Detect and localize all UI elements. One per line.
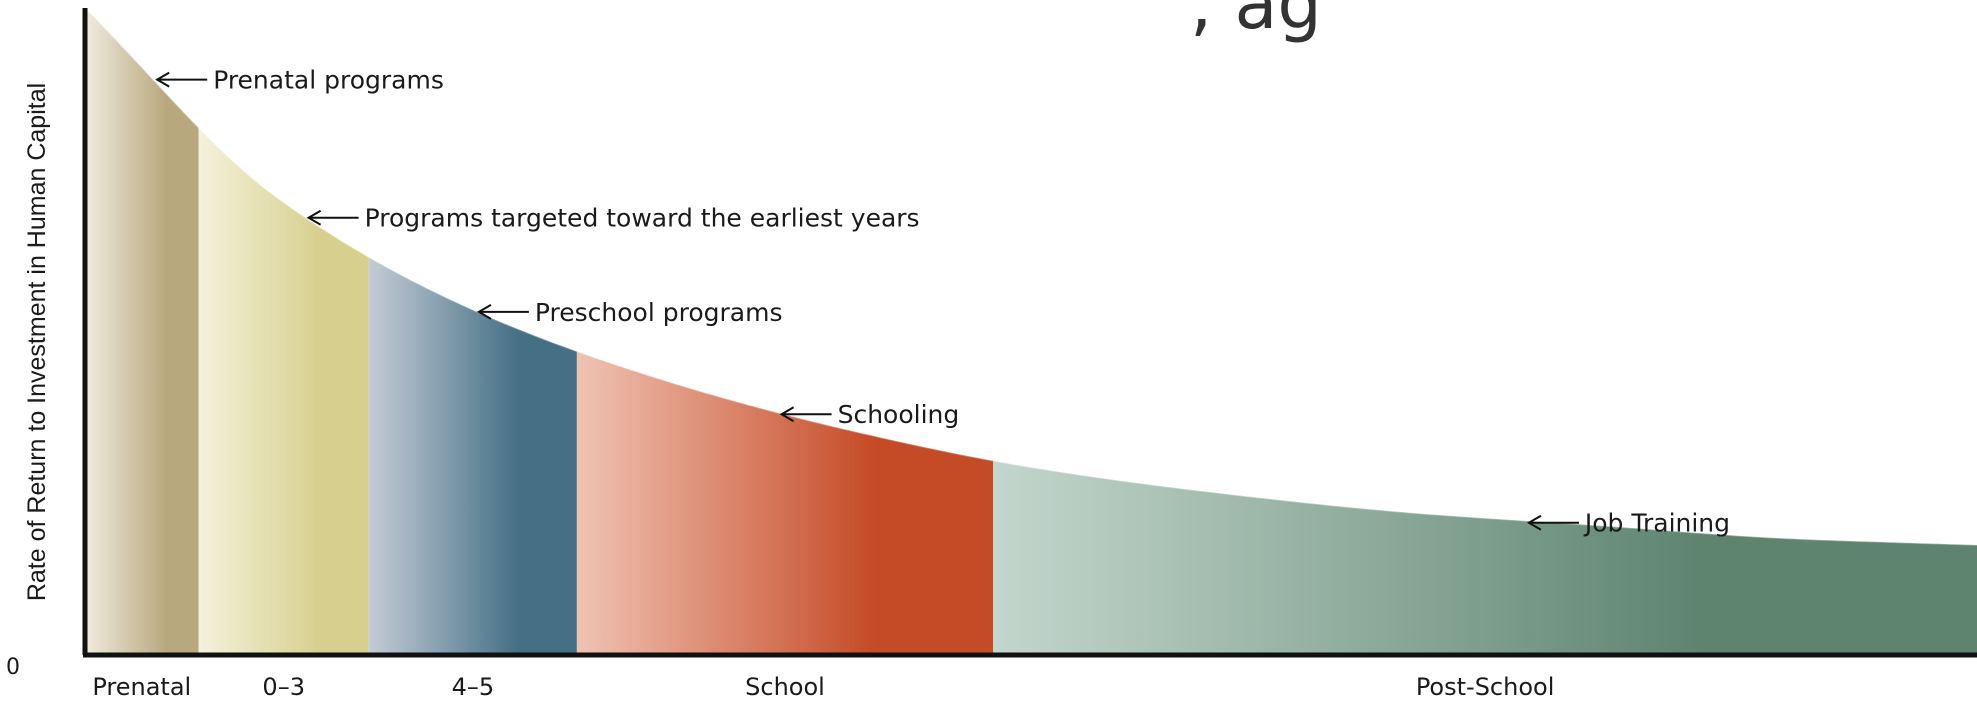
annotation-arrow-head-0: [155, 71, 170, 88]
category-label-0: Prenatal: [92, 673, 191, 701]
y-axis-label: Rate of Return to Investment in Human Ca…: [23, 83, 51, 601]
annotation-arrow-head-3: [779, 406, 795, 423]
category-label-4: Post-School: [1416, 673, 1555, 701]
labels-layer: , ag Rate of Return to Investment in Hum…: [6, 0, 1322, 680]
category-label-3: School: [745, 673, 825, 701]
annotation-label-0: Prenatal programs: [213, 66, 444, 95]
axes-layer: [82, 8, 1977, 658]
segment-1: [198, 127, 369, 656]
segment-0: [85, 8, 199, 655]
annotation-arrow-head-4: [1526, 514, 1542, 531]
annotation-label-1: Programs targeted toward the earliest ye…: [365, 204, 920, 233]
annotation-0: Prenatal programs: [155, 66, 444, 95]
annotations-layer: Prenatal programs Programs targeted towar…: [155, 66, 1730, 538]
category-label-2: 4–5: [452, 673, 495, 701]
annotation-label-3: Schooling: [838, 400, 960, 429]
annotation-arrow-head-1: [306, 209, 322, 226]
annotation-label-2: Preschool programs: [535, 298, 783, 327]
y-zero-label: 0: [6, 655, 20, 680]
category-label-1: 0–3: [262, 673, 305, 701]
annotation-arrow-head-2: [476, 304, 492, 320]
chart-title-fragment: , ag: [1190, 0, 1322, 45]
segments-layer: [84, 7, 1977, 656]
return-curve: [84, 7, 1977, 546]
annotation-4: Job Training: [1526, 509, 1730, 538]
categories-layer: Prenatal 0–3 4–5 School Post-School: [92, 673, 1554, 701]
annotation-3: Schooling: [779, 400, 960, 429]
segment-3: [576, 351, 994, 655]
segment-4: [993, 460, 1977, 655]
segment-2: [368, 257, 577, 655]
annotation-2: Preschool programs: [476, 298, 783, 327]
annotation-label-4: Job Training: [1583, 509, 1730, 538]
annotation-1: Programs targeted toward the earliest ye…: [306, 204, 920, 233]
